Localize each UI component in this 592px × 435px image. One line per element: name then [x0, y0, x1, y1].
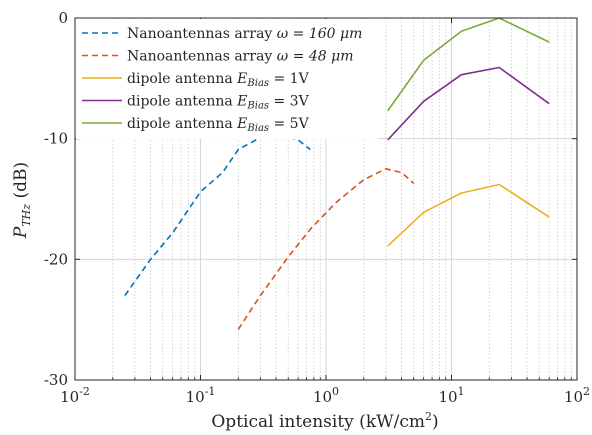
y-tick-label: -10	[44, 130, 68, 148]
x-axis-label: Optical intensity (kW/cm2)	[211, 410, 438, 432]
y-tick-label: 0	[58, 9, 68, 27]
axis-ticks	[74, 17, 578, 381]
tick-labels: 10-2 10-1 100 101 102 0 -10 -20 -30	[44, 9, 590, 406]
series-line-4	[387, 66, 550, 141]
x-tick-label: 100	[313, 385, 339, 406]
legend-label-1: Nanoantennas array ω = 160 μm	[127, 26, 362, 42]
y-tick-label: -30	[44, 371, 68, 389]
y-tick-label: -20	[44, 250, 68, 268]
x-tick-label: 10-2	[60, 385, 90, 406]
legend-label-4: dipole antenna EBias = 3V	[127, 94, 310, 112]
legend-label-2: Nanoantennas array ω = 48 μm	[127, 49, 353, 65]
x-tick-label: 102	[564, 385, 590, 406]
legend-label-5: dipole antenna EBias = 5V	[127, 116, 310, 134]
x-tick-label: 10-1	[186, 385, 216, 406]
series-line-5	[387, 17, 550, 112]
legend-box	[76, 19, 378, 139]
x-tick-label: 101	[438, 385, 464, 406]
series-line-3	[387, 183, 550, 247]
series-line-2	[237, 168, 415, 330]
series-line-1	[124, 134, 311, 296]
legend-label-3: dipole antenna EBias = 1V	[127, 71, 310, 89]
y-axis-label: PTHz (dB)	[11, 162, 33, 239]
legend: Nanoantennas array ω = 160 μm Nanoantenna…	[76, 19, 378, 139]
